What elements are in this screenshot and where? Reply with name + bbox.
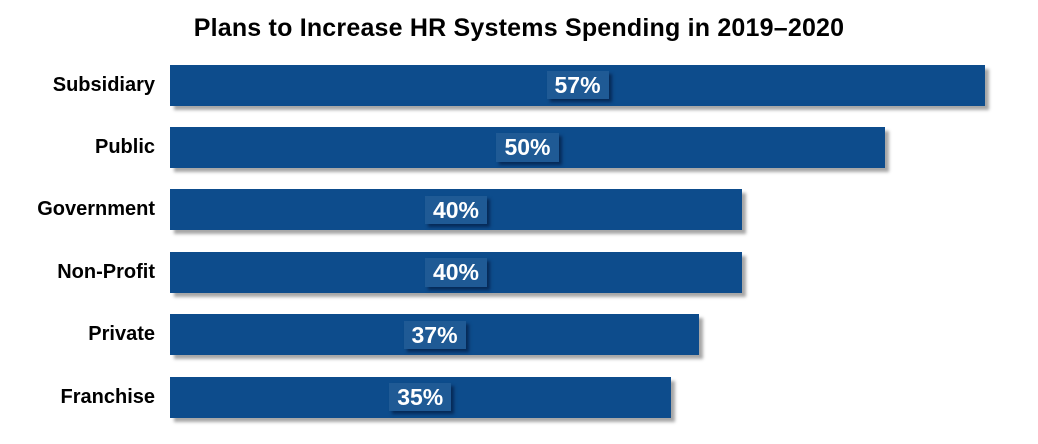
bar-track: 40% (170, 189, 1028, 231)
bar: 50% (170, 127, 885, 169)
chart-row: Private 37% (0, 304, 1028, 366)
bar: 40% (170, 251, 742, 293)
chart-row: Non-Profit 40% (0, 241, 1028, 303)
bar-value-label: 40% (424, 195, 488, 225)
bar: 37% (170, 314, 700, 356)
bar-track: 37% (170, 314, 1028, 356)
chart-row: Government 40% (0, 179, 1028, 241)
bar: 35% (170, 376, 671, 418)
bar: 57% (170, 64, 986, 106)
category-label: Franchise (60, 385, 155, 408)
bar-value-label: 57% (546, 70, 609, 100)
bar-track: 35% (170, 376, 1028, 418)
bar-value-label: 40% (424, 258, 488, 287)
chart-row: Public 50% (0, 116, 1028, 178)
category-label: Government (37, 198, 155, 221)
bar-value-label: 37% (403, 320, 466, 349)
category-label: Private (88, 323, 155, 346)
bar-value-label: 35% (389, 382, 452, 412)
bar: 40% (170, 189, 742, 231)
category-label: Subsidiary (52, 73, 155, 96)
bar-track: 57% (170, 64, 1028, 106)
chart-row: Franchise 35% (0, 366, 1028, 428)
chart-row: Subsidiary 57% (0, 54, 1028, 116)
bar-track: 50% (170, 127, 1028, 169)
chart-title: Plans to Increase HR Systems Spending in… (193, 14, 845, 42)
plot-area: Subsidiary 57% Public 50% Government 40%… (0, 54, 1028, 428)
category-label: Public (94, 136, 155, 159)
category-label: Non-Profit (57, 260, 155, 283)
bar-track: 40% (170, 251, 1028, 293)
bar-value-label: 50% (496, 133, 559, 162)
